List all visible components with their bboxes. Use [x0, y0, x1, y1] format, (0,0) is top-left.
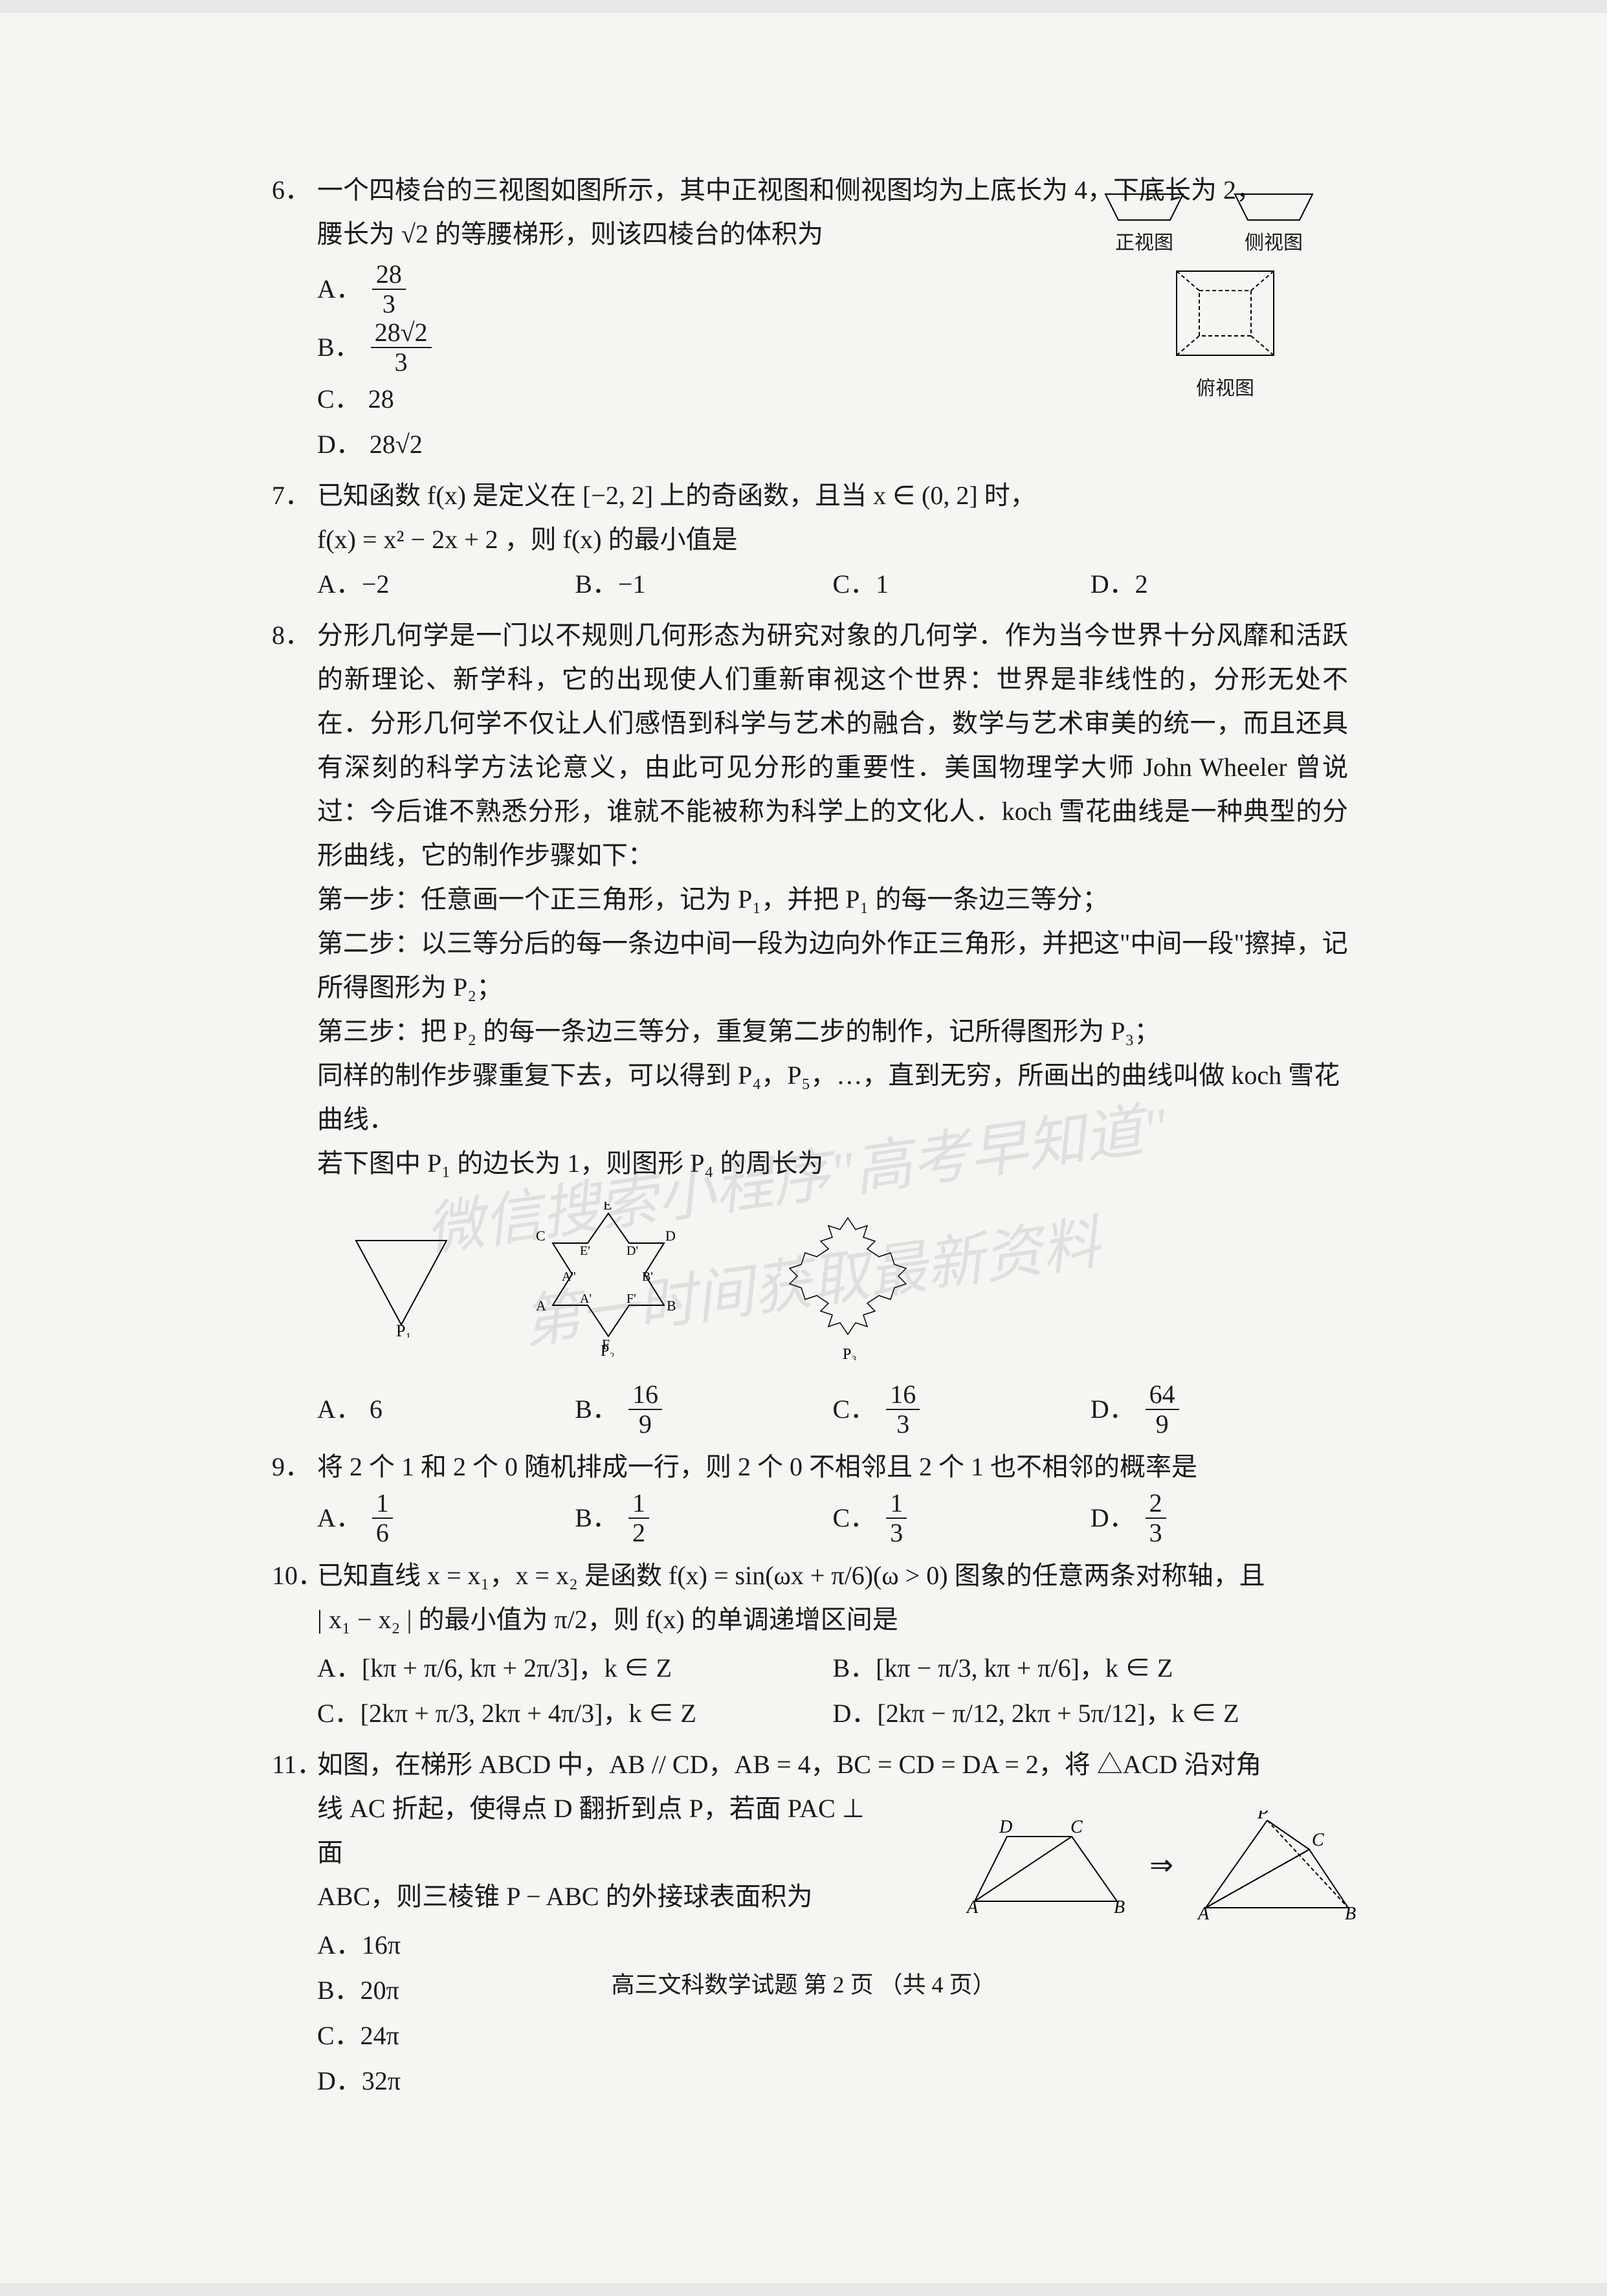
p3-label: P₃ — [843, 1346, 857, 1360]
q8-figures: P₁ E D B F A C D' B' F' A' — [343, 1198, 1348, 1374]
svg-text:A': A' — [580, 1292, 592, 1306]
q10-text-1: 已知直线 x = x₁，x = x₂ 是函数 f(x) = sin(ωx + π… — [317, 1554, 1348, 1598]
q6-option-a: A． 283 — [317, 260, 576, 318]
p2-label: P₂ — [601, 1343, 615, 1357]
q7-option-c: C．1 — [833, 562, 1052, 607]
svg-text:D: D — [665, 1228, 676, 1244]
koch-p3-fig: P₃ — [757, 1198, 938, 1374]
q8-para-6: 若下图中 P₁ 的边长为 1，则图形 P₄ 的周长为 — [317, 1142, 1348, 1186]
q7-option-a: A．−2 — [317, 562, 536, 607]
svg-text:A: A — [966, 1897, 979, 1914]
q7-number: 7． — [272, 474, 317, 607]
q10-number: 10． — [272, 1554, 317, 1736]
side-view-label: 侧视图 — [1245, 232, 1303, 254]
q11-number: 11． — [272, 1743, 317, 2104]
q11-text-1: 如图，在梯形 ABCD 中，AB // CD，AB = 4，BC = CD = … — [317, 1743, 1348, 1787]
svg-text:A'': A'' — [562, 1270, 576, 1284]
svg-text:D': D' — [626, 1244, 638, 1258]
q11-text-3: ABC，则三棱锥 P − ABC 的外接球表面积为 — [317, 1875, 874, 1919]
svg-text:C: C — [1312, 1830, 1324, 1850]
svg-text:D: D — [999, 1817, 1012, 1837]
koch-p1-fig: P₁ — [343, 1221, 460, 1351]
exam-page: 正视图 侧视图 俯视图 6． 一个四棱台的三视图如图所示，其中正视图和侧视图均为… — [0, 13, 1607, 2283]
q7-text-2: f(x) = x² − 2x + 2 ，则 f(x) 的最小值是 — [317, 518, 1348, 562]
svg-text:C: C — [1070, 1817, 1083, 1837]
q11-option-a: A．16π — [317, 1923, 595, 1968]
q11-text-2: 线 AC 折起，使得点 D 翻折到点 P，若面 PAC ⊥ 面 — [317, 1787, 874, 1875]
q11-option-d: D．32π — [317, 2059, 595, 2104]
question-9: 9． 将 2 个 1 和 2 个 0 随机排成一行，则 2 个 0 不相邻且 2… — [272, 1445, 1348, 1547]
q6-option-b: B． 28√23 — [317, 318, 576, 377]
svg-text:E': E' — [580, 1244, 590, 1258]
q9-text: 将 2 个 1 和 2 个 0 随机排成一行，则 2 个 0 不相邻且 2 个 … — [317, 1445, 1348, 1489]
svg-text:B: B — [667, 1297, 676, 1314]
q10-option-a: A．[kπ + π/6, kπ + 2π/3]，k ∈ Z — [317, 1646, 812, 1691]
q8-para-3: 第二步：以三等分后的每一条边中间一段为边向外作正三角形，并把这"中间一段"擦掉，… — [317, 922, 1348, 1010]
q10-option-d: D．[2kπ − π/12, 2kπ + 5π/12]，k ∈ Z — [832, 1691, 1327, 1736]
svg-text:A: A — [1197, 1904, 1210, 1921]
q9-number: 9． — [272, 1445, 317, 1547]
trapezoid-fig: A B C D — [962, 1817, 1130, 1914]
svg-text:B': B' — [642, 1270, 653, 1284]
top-view-fig: 俯视图 — [1164, 265, 1287, 405]
q10-text-2: | x₁ − x₂ | 的最小值为 π/2，则 f(x) 的单调递增区间是 — [317, 1598, 1348, 1642]
q10-option-b: B．[kπ − π/3, kπ + π/6]，k ∈ Z — [832, 1646, 1327, 1691]
front-view-label: 正视图 — [1115, 232, 1173, 254]
q11-option-c: C．24π — [317, 2013, 595, 2059]
q7-option-d: D．2 — [1091, 562, 1309, 607]
front-view-fig: 正视图 — [1089, 188, 1199, 259]
svg-text:A: A — [536, 1297, 546, 1314]
tetrahedron-fig: A B C P — [1193, 1811, 1361, 1921]
question-8: 8． 分形几何学是一门以不规则几何形态为研究对象的几何学．作为当今世界十分风靡和… — [272, 613, 1348, 1439]
q9-option-d: D． 23 — [1091, 1489, 1309, 1547]
q7-text-1: 已知函数 f(x) 是定义在 [−2, 2] 上的奇函数，且当 x ∈ (0, … — [317, 474, 1348, 518]
q8-option-d: D． 649 — [1091, 1380, 1309, 1439]
page-footer: 高三文科数学试题 第 2 页 （共 4 页） — [0, 1965, 1607, 2005]
q9-option-b: B． 12 — [575, 1489, 793, 1547]
p1-label: P₁ — [396, 1321, 412, 1338]
q6-option-d: D． 28√2 — [317, 422, 576, 467]
q8-option-a: A． 6 — [317, 1380, 536, 1439]
svg-text:B: B — [1345, 1904, 1356, 1921]
svg-text:P: P — [1257, 1811, 1269, 1823]
question-10: 10． 已知直线 x = x₁，x = x₂ 是函数 f(x) = sin(ωx… — [272, 1554, 1348, 1736]
koch-p2-fig: E D B F A C D' B' F' A' A'' E' P₂ — [524, 1202, 693, 1371]
svg-text:C: C — [536, 1228, 546, 1244]
q7-option-b: B．−1 — [575, 562, 793, 607]
q9-option-a: A． 16 — [317, 1489, 536, 1547]
top-view-label: 俯视图 — [1196, 378, 1254, 399]
q8-para-2: 第一步：任意画一个正三角形，记为 P₁，并把 P₁ 的每一条边三等分； — [317, 878, 1348, 922]
q11-figures: A B C D ⇒ A B C P — [962, 1811, 1361, 1921]
svg-text:F': F' — [626, 1292, 636, 1306]
svg-text:B: B — [1114, 1897, 1125, 1914]
q9-option-c: C． 13 — [833, 1489, 1052, 1547]
q8-para-1: 分形几何学是一门以不规则几何形态为研究对象的几何学．作为当今世界十分风靡和活跃的… — [317, 613, 1348, 878]
q6-option-c: C． 28 — [317, 377, 576, 422]
q8-option-b: B． 169 — [575, 1380, 793, 1439]
q6-number: 6． — [272, 168, 317, 467]
svg-text:E: E — [603, 1202, 612, 1213]
q8-para-4: 第三步：把 P₂ 的每一条边三等分，重复第二步的制作，记所得图形为 P₃； — [317, 1010, 1348, 1054]
q8-para-5: 同样的制作步骤重复下去，可以得到 P₄，P₅，…，直到无穷，所画出的曲线叫做 k… — [317, 1054, 1348, 1142]
question-11: 11． 如图，在梯形 ABCD 中，AB // CD，AB = 4，BC = C… — [272, 1743, 1348, 2104]
side-view-fig: 侧视图 — [1219, 188, 1329, 259]
q10-option-c: C．[2kπ + π/3, 2kπ + 4π/3]，k ∈ Z — [317, 1691, 812, 1736]
question-7: 7． 已知函数 f(x) 是定义在 [−2, 2] 上的奇函数，且当 x ∈ (… — [272, 474, 1348, 607]
q8-option-c: C． 163 — [833, 1380, 1052, 1439]
arrow-icon: ⇒ — [1149, 1842, 1173, 1890]
q6-figures: 正视图 侧视图 俯视图 — [1089, 188, 1361, 405]
q8-number: 8． — [272, 613, 317, 1439]
